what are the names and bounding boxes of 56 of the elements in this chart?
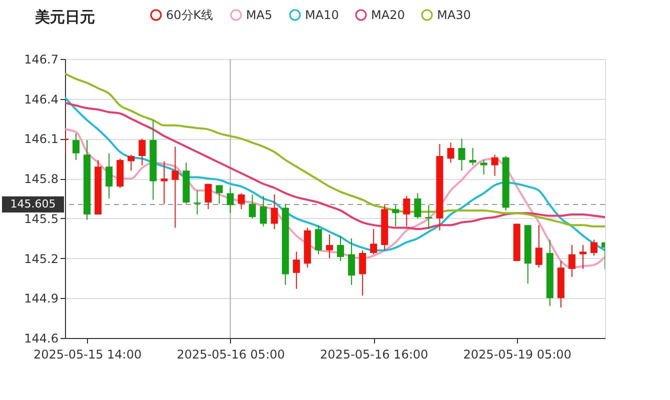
candlestick [128,154,135,172]
y-tick-label: 146.7 [24,52,58,66]
x-tick-label: 2025-05-15 14:00 [33,348,142,362]
legend-label: MA10 [305,8,339,22]
ref-line-label: 145.605 [10,197,56,210]
legend-label: 60分K线 [166,8,214,22]
candlestick [469,148,476,166]
candlestick [216,184,223,204]
chart-title: 美元日元 [34,8,95,26]
candlestick [348,238,356,286]
candlestick [270,194,278,230]
candlestick [414,192,422,219]
candlestick [160,160,168,204]
y-tick-label: 146.4 [24,92,58,106]
candlestick [447,142,454,164]
candlestick [590,239,598,256]
candlestick [392,204,400,227]
x-tick-label: 2025-05-16 05:00 [176,348,285,362]
line-series [65,72,605,228]
candlestick [238,192,245,210]
x-tick-label: 2025-05-16 16:00 [320,348,428,362]
candlestick [106,152,113,199]
y-tick-label: 145.2 [24,252,58,266]
y-tick-label: 144.6 [24,332,58,346]
candlestick [72,132,80,160]
y-tick-label: 145.5 [24,212,58,226]
candlestick [326,234,333,259]
legend-label: MA30 [437,8,471,22]
y-tick-label: 146.1 [24,132,58,146]
candlestick [292,251,300,290]
candlestick [458,138,466,172]
candlestick [314,224,322,255]
legend-label: MA5 [246,8,272,22]
candlestick [138,138,146,166]
line-series [65,102,605,230]
candlestick [579,244,586,270]
candlestick [194,190,201,215]
candlestick [248,194,256,219]
y-tick-label: 144.9 [24,292,58,306]
candlestick [226,187,234,214]
candlestick [568,244,576,278]
candlestick [337,235,344,262]
candlestick [403,195,410,227]
candlestick [535,224,542,268]
candlestick [359,250,366,296]
candlestick [204,183,212,210]
legend-label: MA20 [371,8,405,22]
candlestick [491,154,498,176]
candlestick [480,159,488,176]
candlestick [425,204,432,230]
x-tick-label: 2025-05-19 05:00 [463,348,572,362]
candlestick [172,146,179,228]
y-tick-label: 145.8 [24,172,58,186]
candlestick [370,228,378,255]
candlestick [260,195,267,227]
line-series [65,96,605,252]
